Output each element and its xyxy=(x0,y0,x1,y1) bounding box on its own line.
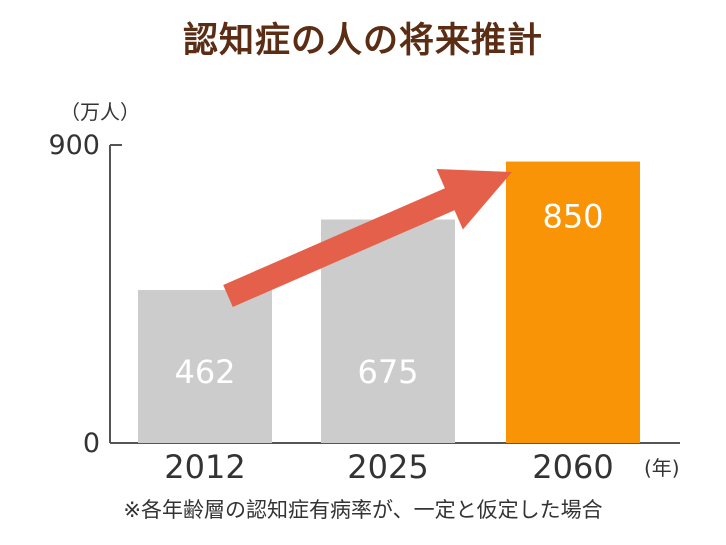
category-label-2012: 2012 xyxy=(164,448,245,486)
y-tick-label-900: 900 xyxy=(48,130,100,161)
data-label-2012: 462 xyxy=(174,353,235,391)
chart-title: 認知症の人の将来推計 xyxy=(182,21,543,61)
category-label-2025: 2025 xyxy=(347,448,428,486)
y-tick-label-0: 0 xyxy=(83,428,100,459)
bar-2012 xyxy=(138,290,272,443)
footnote: ※各年齢層の認知症有病率が、一定と仮定した場合 xyxy=(123,498,603,522)
data-label-2060: 850 xyxy=(542,198,603,236)
category-label-2060: 2060 xyxy=(532,448,613,486)
y-axis-unit: （万人） xyxy=(60,100,140,124)
trend-arrow-icon xyxy=(223,169,512,307)
data-label-2025: 675 xyxy=(357,353,418,391)
bar-2060 xyxy=(506,161,640,444)
x-axis-unit: (年) xyxy=(644,456,680,480)
